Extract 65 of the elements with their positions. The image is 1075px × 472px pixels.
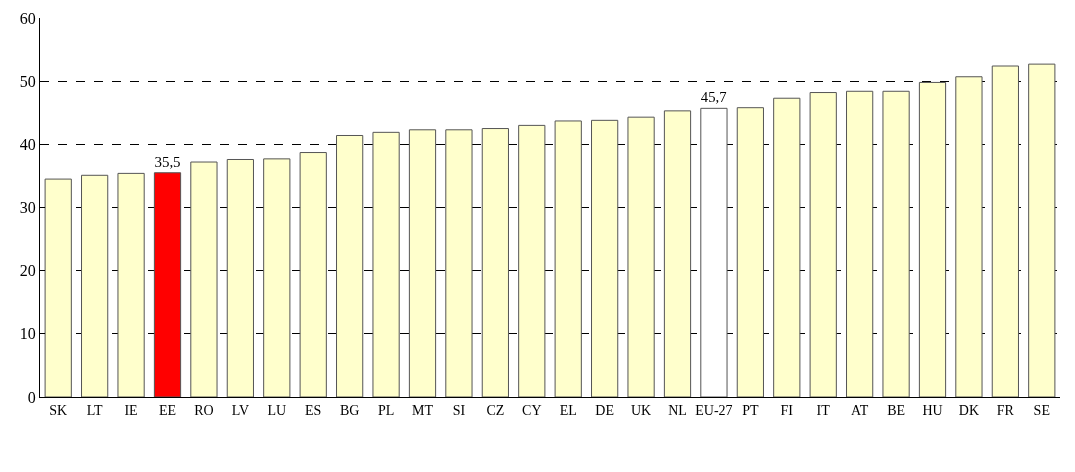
y-tick-label: 10 [19,325,36,343]
bar [263,158,291,397]
x-tick-label: UK [630,402,652,418]
x-tick-label: PT [742,402,759,418]
x-tick-label: DK [958,402,980,418]
bar [663,110,692,397]
x-tick-label: IT [816,402,831,418]
bar [299,152,327,397]
bar [81,174,109,397]
x-tick-label: BG [339,402,360,418]
y-tick-label: 40 [19,135,36,153]
bar [153,172,182,397]
bar [882,90,910,397]
bar [627,116,655,397]
bar [846,90,874,397]
x-tick-label: DE [595,402,614,418]
x-tick-label: HU [922,402,943,418]
bar [190,161,218,397]
y-tick-label: 50 [19,72,36,90]
bar [955,76,983,397]
x-tick-label: EE [158,402,177,418]
x-tick-label: LU [267,402,287,418]
x-tick-label: CY [522,402,542,418]
bar [372,131,400,397]
x-tick-label: NL [668,402,687,418]
bar [336,134,364,397]
x-tick-label: LT [86,402,103,418]
x-tick-label: EU-27 [695,402,733,418]
x-tick-label: LV [231,402,250,418]
bar [700,107,728,397]
bar [736,107,764,397]
bar [481,128,509,397]
bar [1028,63,1056,397]
y-tick-label: 30 [19,199,36,217]
x-tick-label: SK [49,402,68,418]
x-tick-label: PL [377,402,395,418]
x-tick-label: FR [996,402,1015,418]
x-tick-label: CZ [486,402,505,418]
bar [809,92,837,397]
x-tick-label: EL [559,402,577,418]
bar [226,158,254,397]
bar [591,119,619,397]
bar [554,120,582,397]
bar [408,129,437,397]
x-tick-label: RO [194,402,214,418]
x-tick-label: SI [452,402,466,418]
y-tick-label: 20 [19,262,36,280]
x-tick-label: AT [851,402,869,418]
x-tick-label: FI [780,402,794,418]
bar [518,124,546,397]
x-tick-label: SE [1033,402,1050,418]
x-tick-label: BE [887,402,906,418]
x-tick-label: MT [412,402,434,418]
bar [773,97,801,397]
bar [991,65,1019,397]
x-tick-label: ES [305,402,322,418]
data-label: 35,5 [154,153,181,170]
y-tick-label: 0 [27,388,36,406]
bar [117,172,145,397]
bar [44,178,72,397]
x-tick-label: IE [124,402,138,418]
bar [445,129,473,397]
y-tick-label: 60 [19,9,36,27]
bar [918,81,947,397]
data-label: 45,7 [700,89,727,106]
